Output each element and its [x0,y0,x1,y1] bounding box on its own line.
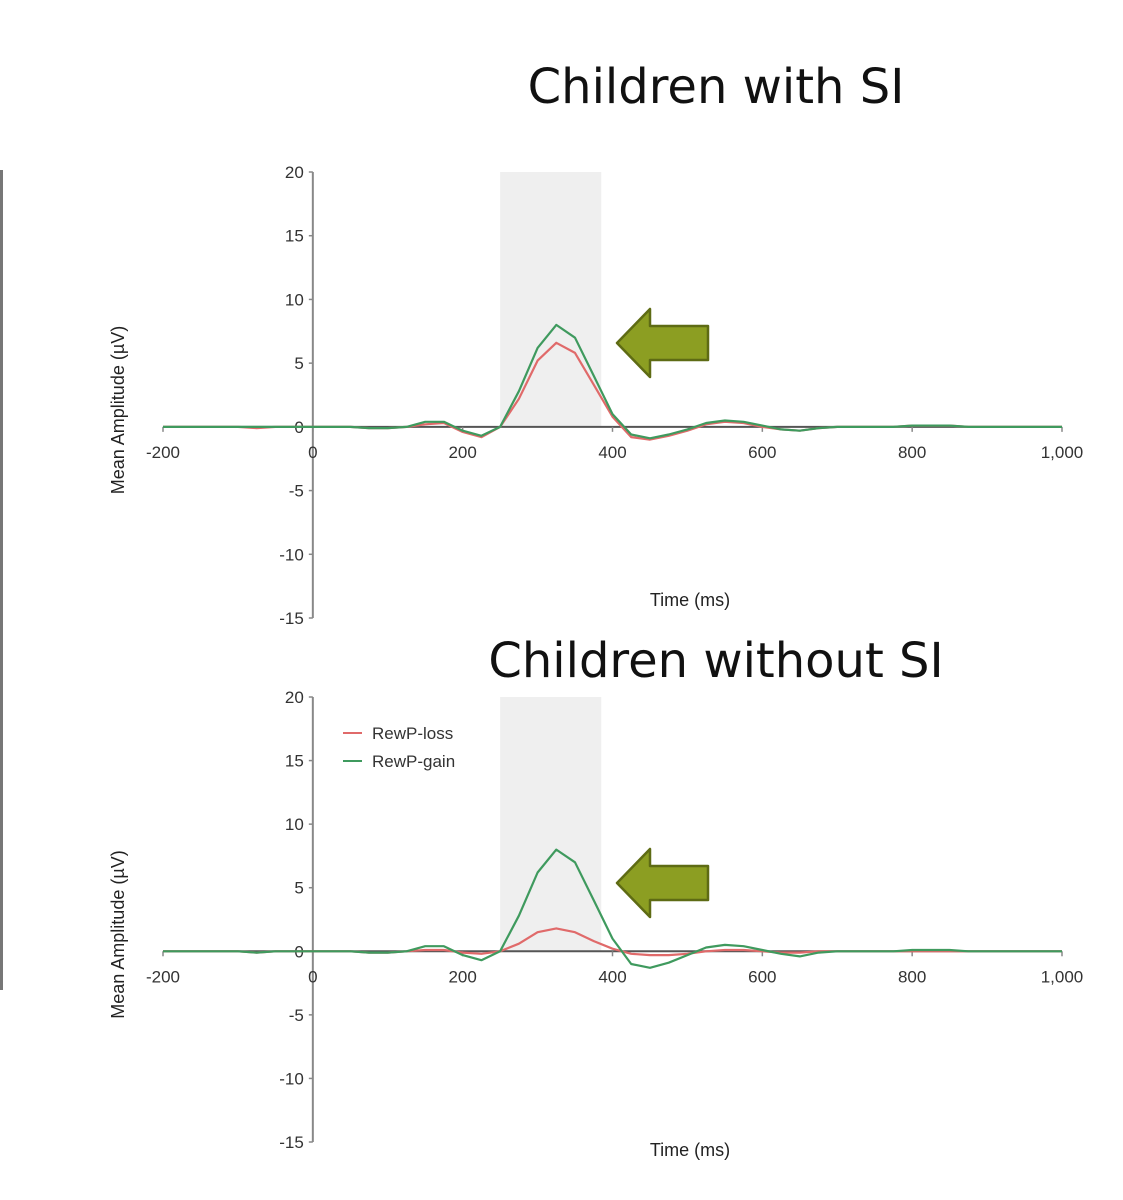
left-arrow-icon [615,307,710,379]
x-axis-label: Time (ms) [650,590,730,610]
y-axis-label: Mean Amplitude (µV) [108,850,128,1018]
x-tick-label: 600 [748,967,776,986]
chart-title: Children with SI [528,59,905,115]
y-tick-label: 5 [294,354,303,373]
left-arrow-icon [615,847,710,919]
series-line-rewp-gain [163,848,1062,969]
y-tick-label: 5 [294,879,303,898]
legend-label: RewP-loss [372,724,453,743]
x-tick-label: 0 [308,443,317,462]
x-axis-label: Time (ms) [650,1140,730,1160]
x-tick-label: 400 [598,967,626,986]
x-tick-label: 0 [308,967,317,986]
y-tick-label: 20 [285,688,304,707]
x-tick-label: 800 [898,443,926,462]
legend-label: RewP-gain [372,752,455,771]
y-tick-label: -10 [279,1069,304,1088]
x-tick-label: 1,000 [1041,967,1084,986]
x-tick-label: 800 [898,967,926,986]
y-tick-label: 10 [285,815,304,834]
y-tick-label: -15 [279,609,304,628]
y-tick-label: 15 [285,227,304,246]
y-tick-label: -5 [289,1006,304,1025]
y-tick-label: 15 [285,752,304,771]
shaded-time-window [500,697,602,952]
y-tick-label: 20 [285,163,304,182]
y-tick-label: 10 [285,290,304,309]
y-tick-label: -15 [279,1133,304,1152]
x-tick-label: 200 [448,967,476,986]
x-tick-label: 200 [448,443,476,462]
x-tick-label: 1,000 [1041,443,1084,462]
y-tick-label: -10 [279,545,304,564]
left-edge-bar [0,170,3,990]
y-tick-label: -5 [289,482,304,501]
x-tick-label: 400 [598,443,626,462]
series-line-rewp-gain [163,323,1062,440]
y-axis-label: Mean Amplitude (µV) [108,326,128,494]
x-tick-label: -200 [146,443,180,462]
x-tick-label: 600 [748,443,776,462]
shaded-time-window [500,172,602,427]
chart-title: Children without SI [488,633,943,689]
x-tick-label: -200 [146,967,180,986]
